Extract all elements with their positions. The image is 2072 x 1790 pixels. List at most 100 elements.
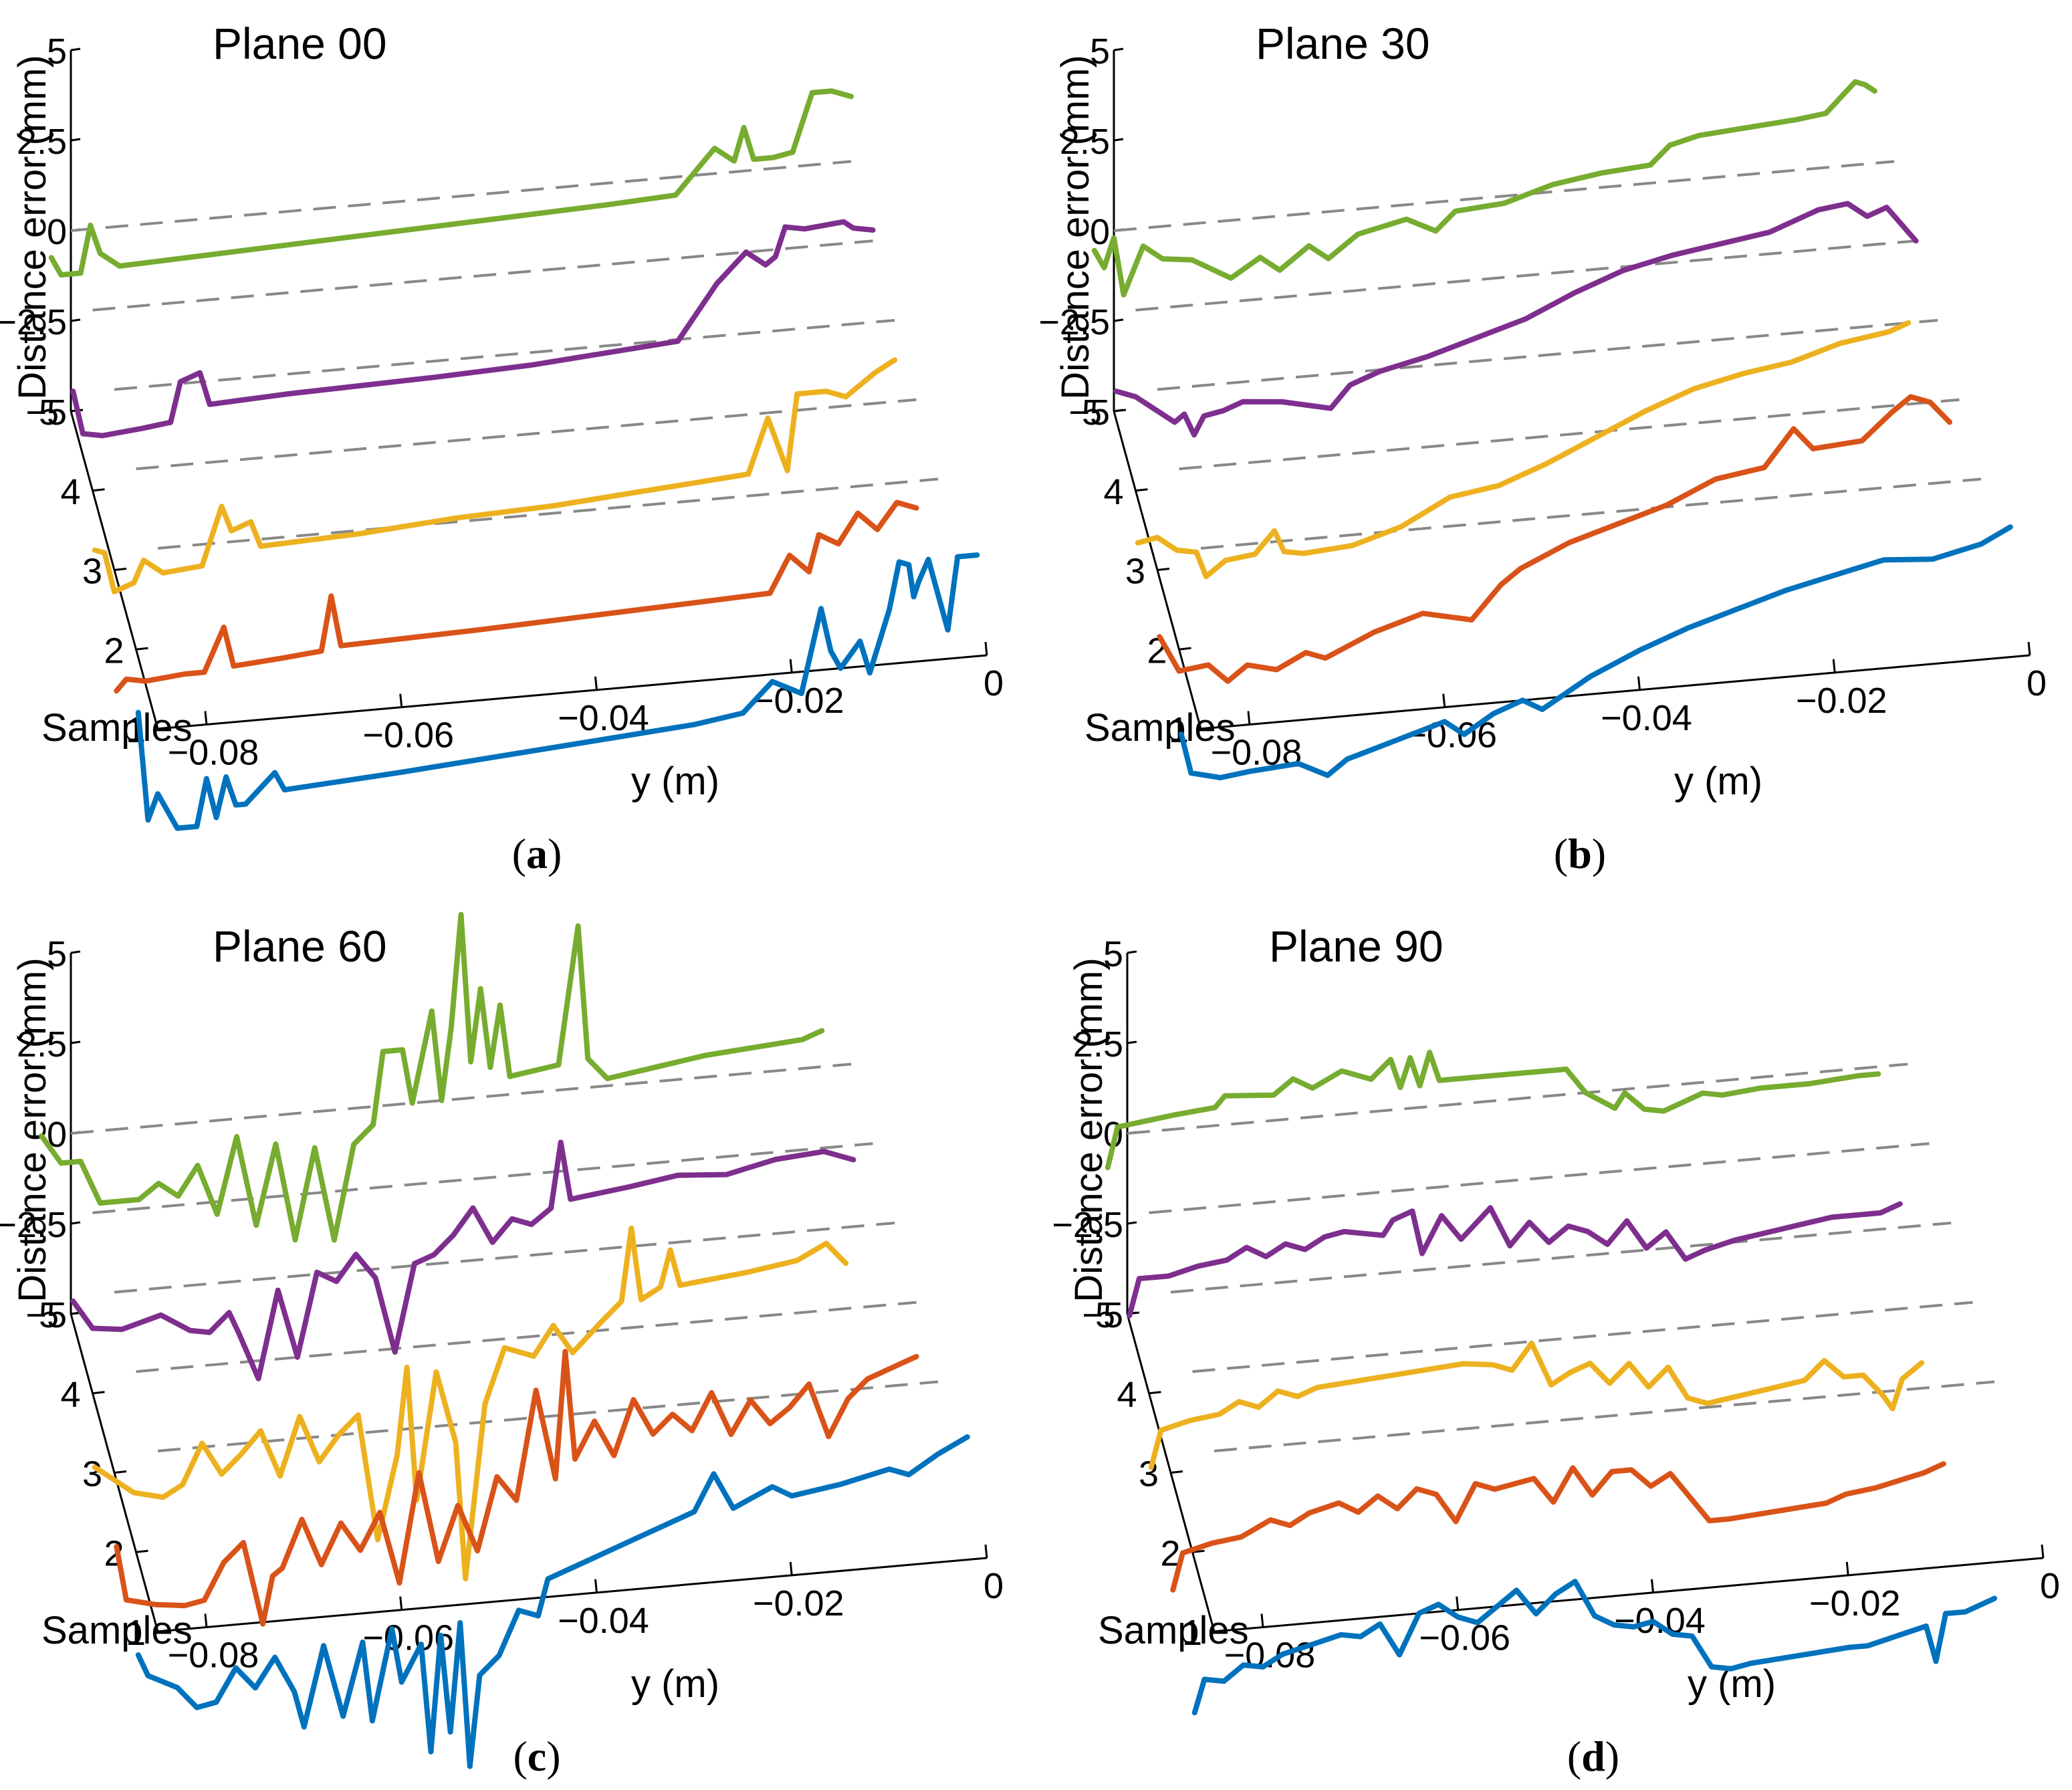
z-tick-label: 5 [1103,934,1123,974]
caption-open-paren: ( [513,1732,527,1780]
y-tick-mark [2027,641,2031,656]
y-tick-mark [1260,1613,1264,1628]
z-tick-mark [70,138,81,142]
y-tick-mark [1845,1561,1849,1576]
z-tick-label: −2.5 [1052,1205,1123,1245]
y-axis-label: y (m) [631,760,719,803]
samples-tick-label: 5 [39,1295,59,1335]
series-line-sample-1 [135,552,980,831]
z-tick-label: 5 [47,934,67,974]
series-line-sample-4 [1127,1201,1903,1319]
series-line-sample-3 [92,1225,849,1582]
samples-tick-mark [157,1629,170,1633]
samples-tick-mark [1214,1629,1227,1633]
z-tick-label: −5 [1068,393,1110,433]
z-tick-label: −5 [25,393,67,433]
y-tick-mark [399,693,403,707]
y-tick-mark [984,1544,988,1559]
series-line-sample-5 [39,911,825,1243]
series-line-sample-5 [1091,79,1877,298]
samples-axis-label: Samples [1084,706,1236,750]
z-tick-label: −5 [25,1295,67,1335]
y-tick-label: −0.02 [753,1583,844,1624]
series-line-sample-4 [70,219,876,439]
y-tick-mark [789,659,793,673]
zero-baseline-sample-4 [92,239,873,312]
y-tick-label: 0 [984,1566,1004,1606]
y-tick-label: −0.06 [1419,1618,1510,1658]
samples-tick-label: 3 [82,552,102,592]
z-tick-label: −2.5 [0,302,67,342]
y-tick-mark [1247,711,1251,725]
z-tick-label: 0 [1090,212,1110,252]
y-tick-mark [1650,1579,1654,1593]
z-tick-label: 5 [47,31,67,72]
samples-axis-label: Samples [41,706,193,750]
y-tick-label: 0 [984,663,1004,703]
samples-axis-label: Samples [41,1609,193,1652]
samples-tick-label: 1 [126,1613,146,1653]
z-tick-label: −5 [1082,1295,1123,1335]
series-line-sample-2 [1170,1461,1946,1593]
y-tick-label: 0 [2040,1566,2060,1606]
z-tick-label: 2.5 [1073,1024,1123,1065]
samples-tick-label: 3 [1125,552,1145,592]
z-tick-mark [70,950,81,954]
samples-tick-label: 4 [1103,472,1123,512]
samples-tick-label: 4 [1117,1375,1137,1415]
y-tick-mark [204,1613,208,1628]
series-line-sample-1 [135,1434,970,1769]
samples-tick-mark [1192,1549,1205,1553]
y-tick-label: −0.04 [558,698,649,738]
samples-tick-mark [1113,409,1127,413]
y-tick-mark [594,676,598,690]
z-tick-label: 2.5 [17,1024,67,1065]
y-tick-label: −0.08 [168,1636,259,1676]
y-tick-label: 0 [2027,663,2047,703]
caption-letter: b [1568,830,1592,877]
samples-tick-mark [1135,488,1148,492]
z-tick-mark [1127,950,1137,954]
samples-tick-label: 1 [1182,1613,1202,1653]
zero-baseline-sample-5 [1113,160,1895,232]
chart-title: Plane 30 [1256,19,1430,68]
caption-close-paren: ) [548,830,562,877]
y-tick-label: −0.04 [558,1601,649,1641]
samples-tick-mark [1157,568,1170,571]
zero-baseline-sample-1 [1214,1380,1995,1452]
zero-baseline-sample-2 [136,1301,917,1373]
zero-baseline-sample-3 [114,1221,895,1294]
y-tick-mark [204,711,208,725]
y-tick-mark [984,641,988,656]
caption-open-paren: ( [1554,830,1568,877]
series-line-sample-5 [1105,1049,1881,1171]
z-tick-mark [70,318,81,322]
samples-axis-label: Samples [1098,1609,1249,1652]
y-tick-label: −0.04 [1601,698,1692,738]
panel-caption: (a) [512,830,562,877]
chart-title: Plane 00 [213,19,387,68]
z-tick-label: 5 [1090,31,1110,72]
samples-tick-mark [1170,1470,1183,1474]
z-tick-mark [70,1221,81,1225]
series-line-sample-4 [70,1139,856,1381]
caption-close-paren: ) [1605,1732,1619,1780]
z-axis-label: Distance error (mm) [1067,958,1111,1303]
panel-caption: (d) [1567,1732,1619,1780]
zero-baseline-sample-3 [1157,318,1938,391]
zero-baseline-sample-4 [1149,1142,1930,1214]
zero-baseline-sample-4 [1135,239,1916,312]
samples-tick-mark [92,1391,105,1395]
panel-caption: (b) [1554,830,1606,877]
y-tick-mark [399,1596,403,1610]
caption-open-paren: ( [512,830,526,877]
zero-baseline-sample-1 [157,477,939,550]
z-tick-mark [1113,138,1124,142]
y-tick-mark [1832,659,1836,673]
z-tick-label: 2.5 [1060,122,1110,162]
zero-baseline-sample-2 [136,398,917,471]
z-tick-label: 0 [47,212,67,252]
